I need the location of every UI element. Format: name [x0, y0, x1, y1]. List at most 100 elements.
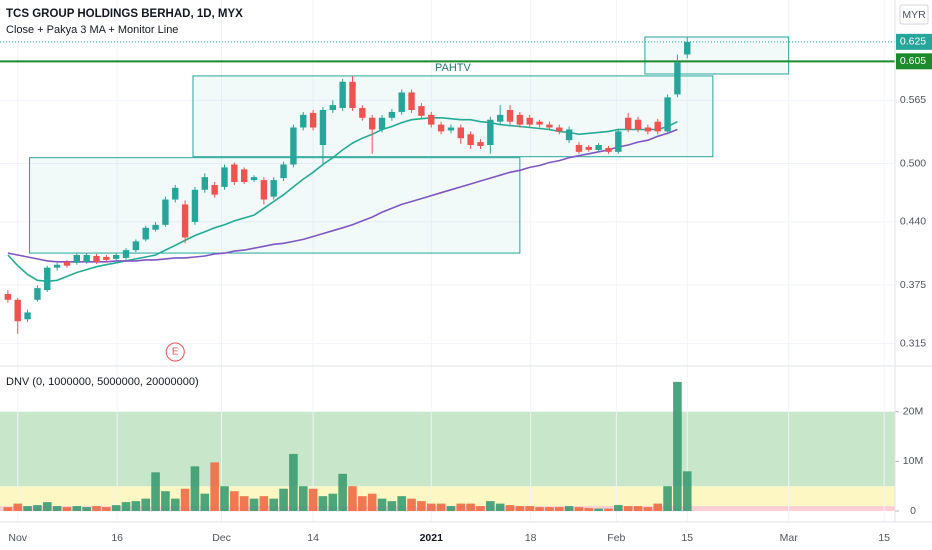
candle-body: [684, 41, 691, 55]
candle-body: [181, 204, 189, 238]
volume-bar: [249, 498, 259, 512]
volume-bar: [456, 503, 466, 512]
candle-body: [300, 114, 307, 128]
price-label: 0.605: [900, 55, 926, 67]
candle-body: [44, 267, 51, 291]
candle-body: [605, 147, 612, 152]
volume-bar: [52, 506, 62, 512]
volume-band: [0, 411, 895, 487]
volume-bar: [13, 503, 23, 512]
candle-body: [73, 255, 80, 263]
price-label-box: [896, 33, 932, 50]
volume-bar: [663, 486, 672, 512]
candle-body: [634, 119, 642, 130]
candle-body: [329, 105, 336, 110]
candle-body: [309, 112, 317, 128]
volume-bar: [170, 498, 180, 512]
volume-bar: [633, 506, 643, 512]
y-tick-label: 0.500: [900, 157, 926, 169]
candle-body: [526, 117, 533, 125]
x-tick-label: 14: [307, 532, 319, 544]
volume-bar: [230, 491, 239, 512]
y-tick-label: 0.565: [900, 94, 926, 106]
volume-bar: [466, 503, 475, 512]
candle-body: [240, 169, 248, 183]
volume-bar: [92, 506, 101, 512]
x-tick-label: Feb: [607, 532, 625, 544]
candle-body: [565, 129, 573, 141]
candle-body: [359, 108, 366, 118]
candle-body: [496, 114, 504, 122]
candle-body: [162, 199, 169, 225]
volume-bar: [387, 501, 397, 512]
candle-body: [270, 180, 277, 197]
candle-body: [211, 184, 218, 195]
moving-average-line: [7, 117, 678, 283]
volume-bar: [574, 507, 584, 512]
volume-bar: [279, 488, 288, 512]
box-label: PAHTV: [435, 62, 472, 74]
volume-bar: [358, 496, 367, 512]
y-tick-label: 0.315: [900, 337, 926, 349]
annotation-box: [29, 157, 521, 254]
candle-body: [546, 124, 553, 128]
chart-subtitle: Close + Pakya 3 MA + Monitor Line: [6, 24, 178, 36]
volume-bar: [446, 506, 456, 512]
volume-bar: [476, 506, 485, 512]
candle-body: [368, 117, 376, 130]
candle-body: [378, 117, 386, 130]
candle-body: [63, 261, 71, 266]
candle-body: [487, 119, 494, 146]
candle-body: [477, 142, 484, 146]
y-tick-label: 0: [910, 505, 916, 517]
volume-bar: [121, 502, 131, 512]
event-marker: [165, 342, 185, 362]
volume-bar: [220, 486, 229, 512]
candle-body: [14, 299, 21, 322]
candle-body: [260, 180, 268, 200]
candle-body: [93, 255, 100, 262]
volume-bar: [584, 508, 594, 512]
candle-body: [103, 256, 110, 260]
volume-bar: [239, 496, 249, 512]
volume-bar: [377, 498, 387, 512]
volume-bar: [623, 506, 633, 512]
volume-bar: [161, 491, 170, 512]
volume-bar: [367, 493, 377, 512]
candle-body: [556, 127, 563, 132]
volume-bar: [308, 488, 318, 512]
candle-body: [201, 177, 208, 190]
volume-bar: [298, 486, 308, 512]
candle-body: [506, 109, 514, 122]
x-tick-label: 18: [525, 532, 537, 544]
y-tick-label: 0.440: [900, 216, 926, 228]
volume-bar: [505, 505, 515, 512]
candle-body: [339, 81, 346, 109]
volume-bar: [72, 506, 82, 512]
volume-bar: [23, 506, 32, 512]
candle-body: [418, 106, 425, 116]
candle-body: [280, 164, 287, 179]
x-tick-label: Mar: [780, 532, 799, 544]
candle-body: [437, 124, 445, 132]
volume-bar: [525, 506, 535, 512]
volume-bar: [269, 498, 279, 512]
candle-body: [83, 255, 90, 262]
candle-body: [615, 131, 622, 152]
volume-bar: [111, 505, 121, 512]
candle-body: [142, 227, 149, 240]
currency-box[interactable]: [899, 4, 929, 25]
volume-bar: [515, 506, 525, 512]
annotation-box: [192, 75, 714, 158]
candle-body: [595, 145, 602, 150]
volume-bar: [141, 498, 151, 512]
volume-bar: [151, 472, 160, 512]
candle-body: [408, 92, 415, 110]
volume-bar: [417, 501, 426, 512]
event-label: E: [172, 347, 179, 358]
x-tick-label: 15: [878, 532, 890, 544]
candle-body: [349, 81, 356, 109]
volume-bar: [436, 503, 446, 512]
volume-bar: [545, 507, 554, 512]
